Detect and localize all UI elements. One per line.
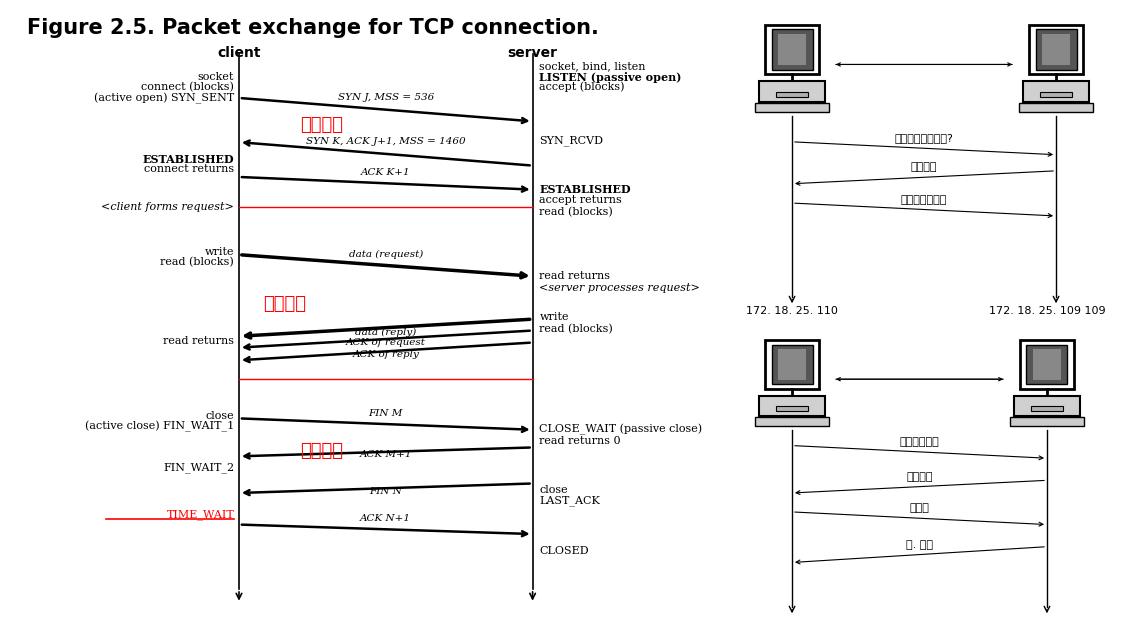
- Text: accept (blocks): accept (blocks): [539, 82, 625, 92]
- Text: ESTABLISHED: ESTABLISHED: [539, 184, 632, 195]
- Text: data (request): data (request): [348, 250, 423, 259]
- Text: ACK K+1: ACK K+1: [361, 168, 411, 177]
- Bar: [776, 406, 808, 411]
- Text: 我可以连接到你吗?: 我可以连接到你吗?: [894, 133, 954, 143]
- Bar: [1040, 92, 1072, 97]
- Bar: [777, 33, 807, 66]
- Bar: [1011, 417, 1083, 426]
- Text: FIN N: FIN N: [370, 487, 402, 496]
- Text: (active open) SYN_SENT: (active open) SYN_SENT: [94, 92, 234, 104]
- Bar: [1031, 406, 1063, 411]
- Bar: [766, 340, 818, 389]
- Text: socket, bind, listen: socket, bind, listen: [539, 61, 646, 71]
- Bar: [759, 396, 825, 416]
- Text: LISTEN (passive open): LISTEN (passive open): [539, 71, 682, 83]
- Text: SYN J, MSS = 536: SYN J, MSS = 536: [338, 93, 434, 102]
- Text: FIN_WAIT_2: FIN_WAIT_2: [163, 463, 234, 473]
- Text: 四次挥手: 四次挥手: [300, 442, 344, 459]
- Bar: [1041, 33, 1071, 66]
- Text: LAST_ACK: LAST_ACK: [539, 495, 600, 506]
- Text: 三次握手: 三次握手: [300, 116, 344, 133]
- Text: ACK of reply: ACK of reply: [353, 350, 419, 359]
- Text: read (blocks): read (blocks): [160, 257, 234, 267]
- Text: <client forms request>: <client forms request>: [101, 202, 234, 212]
- Text: write: write: [205, 246, 234, 257]
- Text: accept returns: accept returns: [539, 195, 622, 205]
- Text: 那我就不客气了: 那我就不客气了: [901, 195, 947, 205]
- Text: close: close: [206, 411, 234, 421]
- Text: 终止了: 终止了: [909, 504, 930, 513]
- Bar: [1026, 344, 1067, 384]
- Bar: [1020, 103, 1092, 112]
- Bar: [756, 103, 828, 112]
- Text: CLOSE_WAIT (passive close): CLOSE_WAIT (passive close): [539, 424, 702, 435]
- Bar: [759, 82, 825, 102]
- Text: ACK of request: ACK of request: [346, 337, 426, 346]
- Text: connect (blocks): connect (blocks): [141, 82, 234, 92]
- Text: 当然可以: 当然可以: [906, 472, 933, 482]
- Bar: [1036, 29, 1077, 70]
- Bar: [1021, 340, 1073, 389]
- Text: read (blocks): read (blocks): [539, 207, 613, 217]
- Text: socket: socket: [198, 72, 234, 82]
- Bar: [777, 349, 807, 380]
- Text: 我要结束连接: 我要结束连接: [900, 437, 939, 447]
- Text: CLOSED: CLOSED: [539, 546, 589, 556]
- Text: 当然可以: 当然可以: [910, 162, 938, 173]
- Bar: [1032, 349, 1062, 380]
- Text: ACK M+1: ACK M+1: [360, 451, 412, 459]
- Text: read returns: read returns: [163, 336, 234, 346]
- Bar: [772, 344, 813, 384]
- Text: read (blocks): read (blocks): [539, 324, 613, 334]
- Text: write: write: [539, 312, 569, 322]
- Text: server: server: [508, 46, 558, 59]
- Text: SYN_RCVD: SYN_RCVD: [539, 135, 603, 145]
- Text: 好. 收到: 好. 收到: [906, 540, 933, 550]
- Text: TIME_WAIT: TIME_WAIT: [166, 510, 234, 520]
- Text: FIN M: FIN M: [369, 409, 403, 418]
- Text: ESTABLISHED: ESTABLISHED: [142, 154, 234, 165]
- Text: read returns: read returns: [539, 271, 610, 281]
- Bar: [776, 92, 808, 97]
- Text: SYN K, ACK J+1, MSS = 1460: SYN K, ACK J+1, MSS = 1460: [306, 137, 465, 147]
- Text: 172. 18. 25. 110: 172. 18. 25. 110: [747, 306, 838, 316]
- Text: connect returns: connect returns: [145, 164, 234, 174]
- Text: <server processes request>: <server processes request>: [539, 283, 700, 293]
- Text: client: client: [217, 46, 261, 59]
- Text: (active close) FIN_WAIT_1: (active close) FIN_WAIT_1: [85, 421, 234, 432]
- Bar: [756, 417, 828, 426]
- Text: ACK N+1: ACK N+1: [361, 514, 411, 523]
- Bar: [1023, 82, 1089, 102]
- Bar: [766, 25, 818, 74]
- Text: Figure 2.5. Packet exchange for TCP connection.: Figure 2.5. Packet exchange for TCP conn…: [27, 18, 600, 38]
- Text: 数据传送: 数据传送: [263, 295, 306, 313]
- Text: read returns 0: read returns 0: [539, 435, 621, 446]
- Bar: [1030, 25, 1082, 74]
- Bar: [1014, 396, 1080, 416]
- Text: close: close: [539, 485, 568, 495]
- Text: data (reply): data (reply): [355, 327, 417, 336]
- Text: 172. 18. 25. 109 109: 172. 18. 25. 109 109: [989, 306, 1105, 316]
- Bar: [772, 29, 813, 70]
